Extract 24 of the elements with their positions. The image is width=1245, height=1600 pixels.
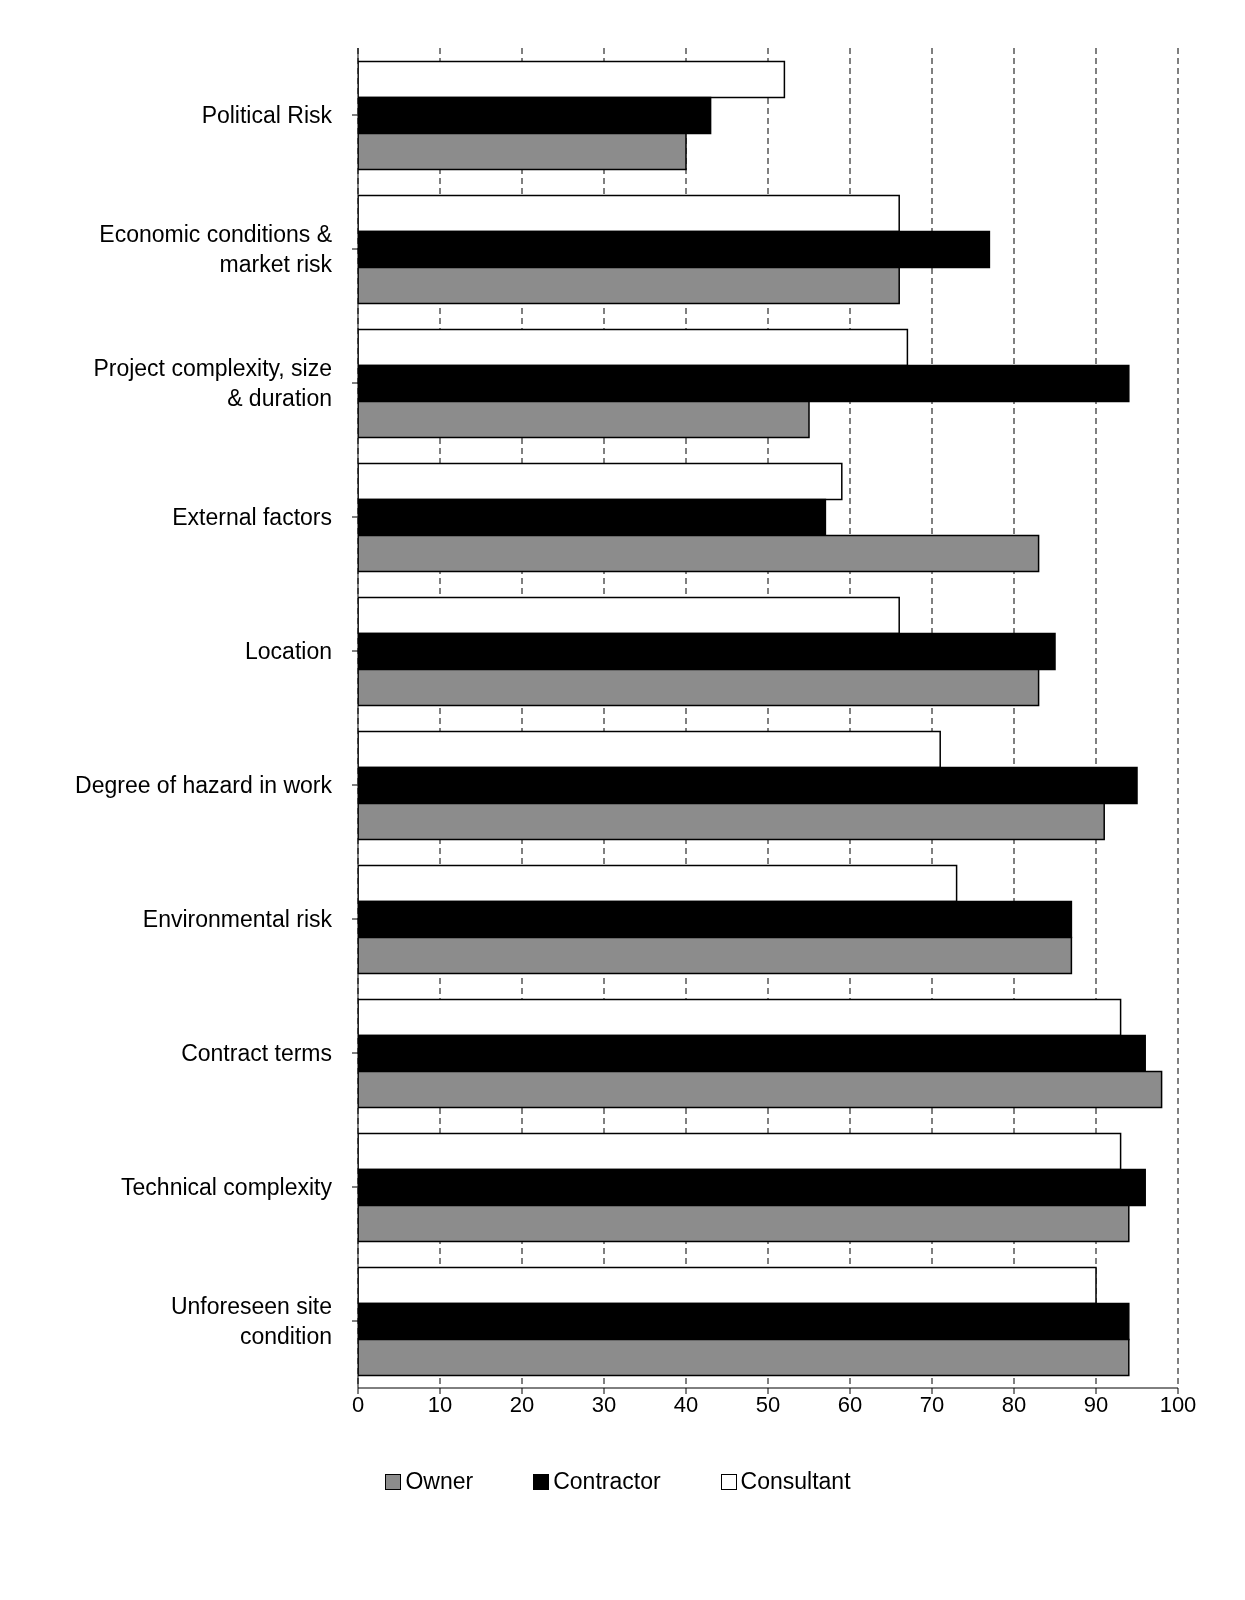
y-tick-label: Political Risk <box>201 102 333 128</box>
y-tick-label: Unforeseen site condition <box>170 1293 332 1349</box>
x-tick-label: 70 <box>919 1391 945 1417</box>
x-tick-label: 60 <box>837 1391 863 1417</box>
x-tick-label: 30 <box>591 1391 617 1417</box>
legend-label: Consultant <box>740 1468 851 1495</box>
x-tick-label: 50 <box>755 1391 781 1417</box>
y-tick-label: Project complexity, size & duration <box>93 355 332 411</box>
legend-label: Owner <box>405 1468 474 1495</box>
x-tick-label: 100 <box>1159 1391 1197 1417</box>
y-tick-label: Economic conditions & market risk <box>99 221 333 277</box>
x-tick-label: 10 <box>427 1391 453 1417</box>
y-tick-label: Location <box>245 638 332 664</box>
x-tick-label: 80 <box>1001 1391 1027 1417</box>
x-tick-label: 40 <box>673 1391 699 1417</box>
y-tick-label: Environmental risk <box>142 906 333 932</box>
x-tick-label: 0 <box>351 1391 365 1417</box>
y-tick-label: External factors <box>172 504 332 530</box>
y-tick-label: Technical complexity <box>121 1174 333 1200</box>
x-tick-label: 90 <box>1083 1391 1109 1417</box>
x-tick-label: 20 <box>509 1391 535 1417</box>
y-tick-label: Degree of hazard in work <box>75 772 333 798</box>
legend-label: Contractor <box>553 1468 661 1495</box>
y-tick-label: Contract terms <box>181 1040 332 1066</box>
